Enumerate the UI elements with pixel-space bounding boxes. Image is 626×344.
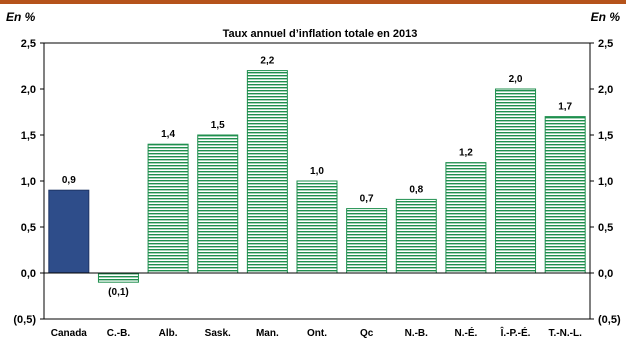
- bar-6: [346, 208, 388, 274]
- bar-2: [147, 143, 189, 274]
- data-label-7: 0,8: [409, 184, 423, 195]
- bar-8: [445, 162, 487, 274]
- y-tick-label-left: 2,0: [21, 84, 36, 96]
- data-label-5: 1,0: [310, 166, 324, 177]
- data-label-8: 1,2: [459, 148, 473, 159]
- bar-3: [197, 134, 239, 274]
- bar-5: [296, 180, 338, 274]
- y-tick-label-right: 1,0: [598, 176, 613, 188]
- y-tick-label-right: 2,5: [598, 38, 613, 50]
- unit-label-left: En %: [6, 10, 36, 24]
- data-label-6: 0,7: [360, 194, 374, 205]
- data-label-1: (0,1): [108, 287, 129, 298]
- y-tick-label-left: (0,5): [13, 314, 36, 326]
- y-tick-label-right: 0,0: [598, 268, 613, 280]
- category-label-4: Man.: [256, 328, 279, 339]
- category-label-10: T.-N.-L.: [549, 328, 583, 339]
- category-label-3: Sask.: [205, 328, 231, 339]
- category-label-5: Ont.: [307, 328, 327, 339]
- bar-10: [544, 116, 586, 274]
- y-tick-label-left: 1,0: [21, 176, 36, 188]
- category-labels: Canada C.-B. Alb. Sask. Man. Ont. Qc N.-B. N.-É.…: [51, 326, 582, 339]
- y-axis-right: (0,5) 0,0 0,5 1,0 1,5 2,0 2,5: [590, 38, 621, 326]
- chart-title: Taux annuel d’inflation totale en 2013: [223, 28, 418, 40]
- bars: [48, 70, 586, 283]
- data-label-2: 1,4: [161, 129, 175, 140]
- y-tick-label-right: 2,0: [598, 84, 613, 96]
- data-label-3: 1,5: [211, 120, 225, 131]
- category-label-2: Alb.: [159, 328, 178, 339]
- y-tick-label-left: 0,0: [21, 268, 36, 280]
- category-label-8: N.-É.: [455, 326, 478, 339]
- y-tick-label-left: 0,5: [21, 222, 36, 234]
- category-label-9: Î.-P.-É.: [500, 326, 531, 339]
- top-rule: [0, 0, 626, 4]
- bar-0: [48, 189, 90, 274]
- category-label-6: Qc: [360, 328, 374, 339]
- data-label-0: 0,9: [62, 175, 76, 186]
- category-label-1: C.-B.: [107, 328, 131, 339]
- y-tick-label-left: 2,5: [21, 38, 36, 50]
- y-tick-label-left: 1,5: [21, 130, 36, 142]
- y-tick-label-right: (0,5): [598, 314, 621, 326]
- bar-1: [97, 272, 139, 283]
- y-tick-label-right: 1,5: [598, 130, 613, 142]
- data-label-10: 1,7: [558, 102, 572, 113]
- bar-4: [246, 70, 288, 274]
- category-label-7: N.-B.: [405, 328, 429, 339]
- value-labels: 0,9 (0,1) 1,4 1,5 2,2 1,0 0,7 0,8 1,2 2,0 1,7: [62, 56, 573, 299]
- y-tick-label-right: 0,5: [598, 222, 613, 234]
- bar-7: [395, 198, 437, 274]
- data-label-4: 2,2: [260, 56, 274, 67]
- y-axis-left: (0,5) 0,0 0,5 1,0 1,5 2,0 2,5: [13, 38, 44, 326]
- data-label-9: 2,0: [509, 74, 523, 85]
- bar-9: [495, 88, 537, 274]
- category-label-0: Canada: [51, 328, 88, 339]
- unit-label-right: En %: [591, 10, 621, 24]
